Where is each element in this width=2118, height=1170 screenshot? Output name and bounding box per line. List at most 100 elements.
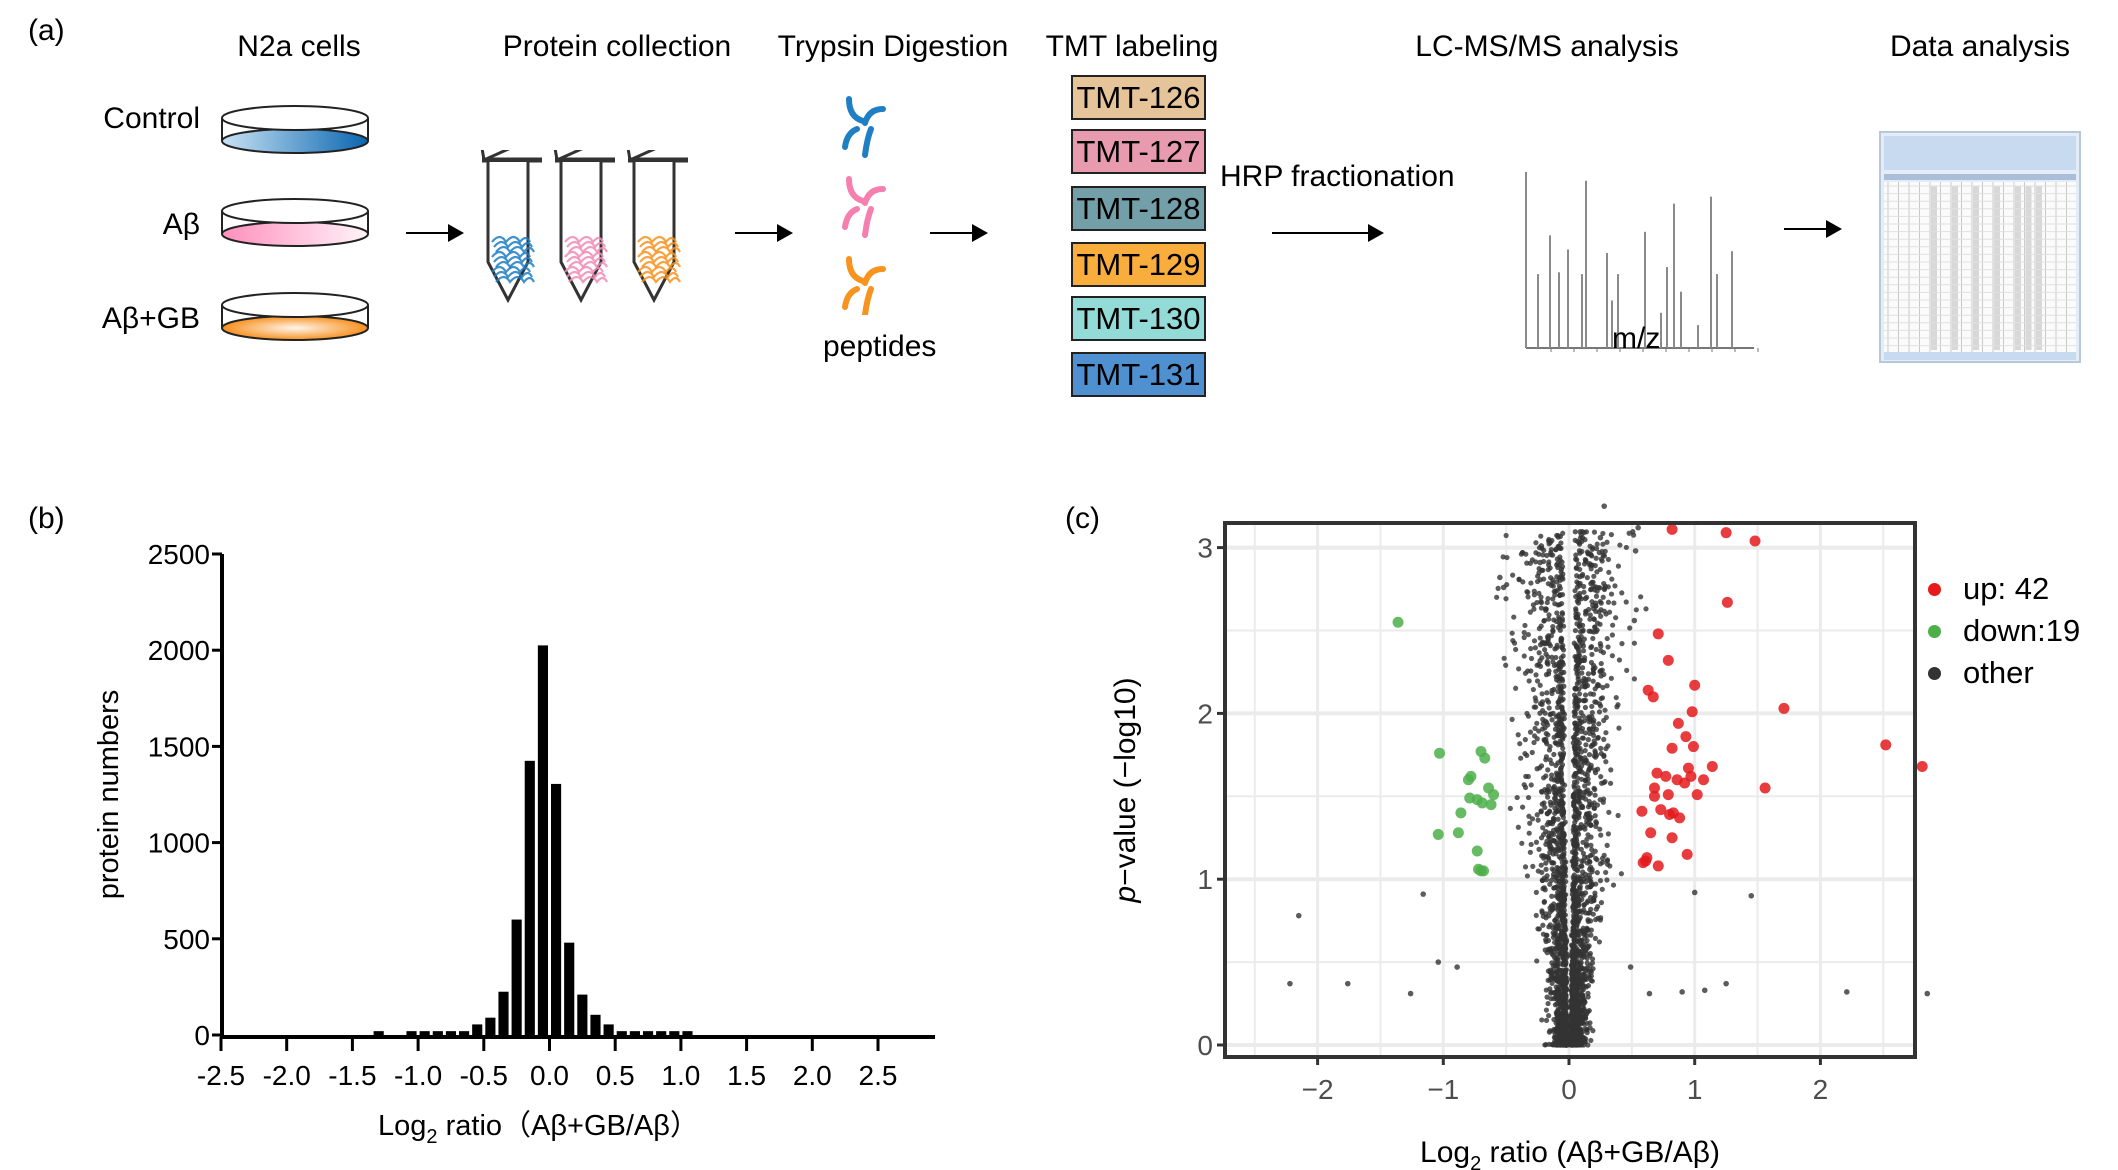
other-point	[1557, 719, 1564, 726]
other-point	[1576, 541, 1583, 547]
other-point	[1536, 728, 1542, 734]
other-point	[1573, 695, 1579, 701]
other-point	[1522, 737, 1528, 743]
other-point	[1593, 819, 1599, 825]
protein-strand	[637, 265, 677, 274]
other-point	[1616, 657, 1623, 663]
other-point	[1585, 676, 1592, 682]
y-tick-label: 0	[194, 1020, 210, 1051]
other-point	[1599, 548, 1605, 555]
other-point	[1538, 605, 1545, 611]
other-point	[1587, 612, 1593, 618]
other-point	[1407, 990, 1414, 997]
other-point	[1589, 960, 1596, 966]
up-point	[1759, 782, 1771, 794]
other-point	[1557, 627, 1563, 633]
peptide-fragment	[862, 106, 886, 126]
other-point	[1545, 722, 1551, 728]
protein-strand	[491, 235, 531, 244]
other-point	[1537, 559, 1543, 566]
other-point	[1607, 780, 1614, 786]
other-point	[1551, 831, 1557, 837]
other-point	[1534, 720, 1540, 726]
step-title-n2a-cells: N2a cells	[237, 30, 361, 63]
other-point	[1571, 709, 1577, 715]
other-point	[1615, 812, 1621, 819]
other-point	[1585, 854, 1591, 861]
other-point	[1574, 751, 1581, 757]
sample-label-control: Control	[103, 102, 200, 135]
other-point	[1558, 995, 1564, 1001]
up-point	[1660, 770, 1672, 782]
protein-strand	[493, 240, 533, 249]
other-point	[1559, 928, 1565, 935]
other-point	[1542, 647, 1548, 653]
up-point	[1680, 731, 1692, 743]
other-point	[1592, 749, 1598, 756]
peptide-fragment	[862, 266, 886, 286]
other-point	[1525, 594, 1531, 600]
other-point	[1528, 655, 1535, 662]
other-point	[1560, 576, 1566, 582]
other-point	[1537, 577, 1543, 583]
other-point	[1572, 742, 1578, 748]
other-point	[1539, 869, 1545, 876]
other-point	[1624, 667, 1630, 673]
up-point	[1721, 596, 1733, 608]
other-point	[1529, 816, 1536, 822]
other-point	[1539, 853, 1545, 859]
other-point	[1556, 616, 1563, 622]
up-point	[1647, 691, 1659, 703]
other-point	[1553, 654, 1559, 661]
other-point	[1573, 1005, 1579, 1011]
other-point	[1556, 620, 1563, 626]
other-point	[1577, 643, 1583, 649]
other-point	[1584, 1020, 1590, 1027]
other-point	[1580, 1004, 1586, 1010]
other-point	[1575, 597, 1582, 603]
other-point	[1594, 569, 1600, 575]
other-point	[1589, 742, 1595, 748]
other-point	[1553, 984, 1559, 990]
other-point	[1584, 927, 1591, 933]
histogram-bar	[498, 991, 509, 1035]
protein-strand	[564, 250, 604, 259]
other-point	[1554, 951, 1560, 958]
other-point	[1549, 893, 1555, 899]
other-point	[1598, 660, 1604, 667]
other-point	[1420, 891, 1426, 897]
other-point	[1545, 654, 1551, 660]
other-point	[1579, 873, 1585, 879]
down-point	[1485, 799, 1497, 811]
other-point	[1556, 713, 1562, 720]
other-point	[1568, 1021, 1574, 1027]
other-point	[1544, 822, 1550, 828]
arrow-right-icon	[406, 224, 464, 242]
protein-strand	[495, 275, 535, 284]
other-point	[1528, 782, 1534, 788]
other-point	[1550, 659, 1556, 665]
other-point	[1584, 951, 1590, 957]
other-point	[1592, 813, 1598, 819]
other-point	[1518, 755, 1524, 761]
histogram-bar	[682, 1031, 693, 1035]
other-point	[1522, 622, 1528, 629]
protein-strand	[491, 250, 531, 259]
other-point	[1526, 830, 1532, 836]
other-point	[1555, 1010, 1562, 1017]
other-point	[1545, 767, 1551, 773]
up-point	[1666, 742, 1678, 754]
other-point	[1536, 570, 1542, 576]
other-point	[1544, 932, 1550, 938]
other-point	[1546, 612, 1552, 618]
other-point	[1539, 655, 1545, 661]
other-point	[1553, 661, 1560, 668]
other-point	[1532, 695, 1538, 701]
table-column-data	[2025, 186, 2032, 350]
other-point	[1589, 714, 1595, 720]
other-point	[1555, 803, 1561, 810]
other-point	[1534, 662, 1540, 668]
other-point	[1604, 877, 1610, 883]
other-point	[1543, 866, 1549, 872]
